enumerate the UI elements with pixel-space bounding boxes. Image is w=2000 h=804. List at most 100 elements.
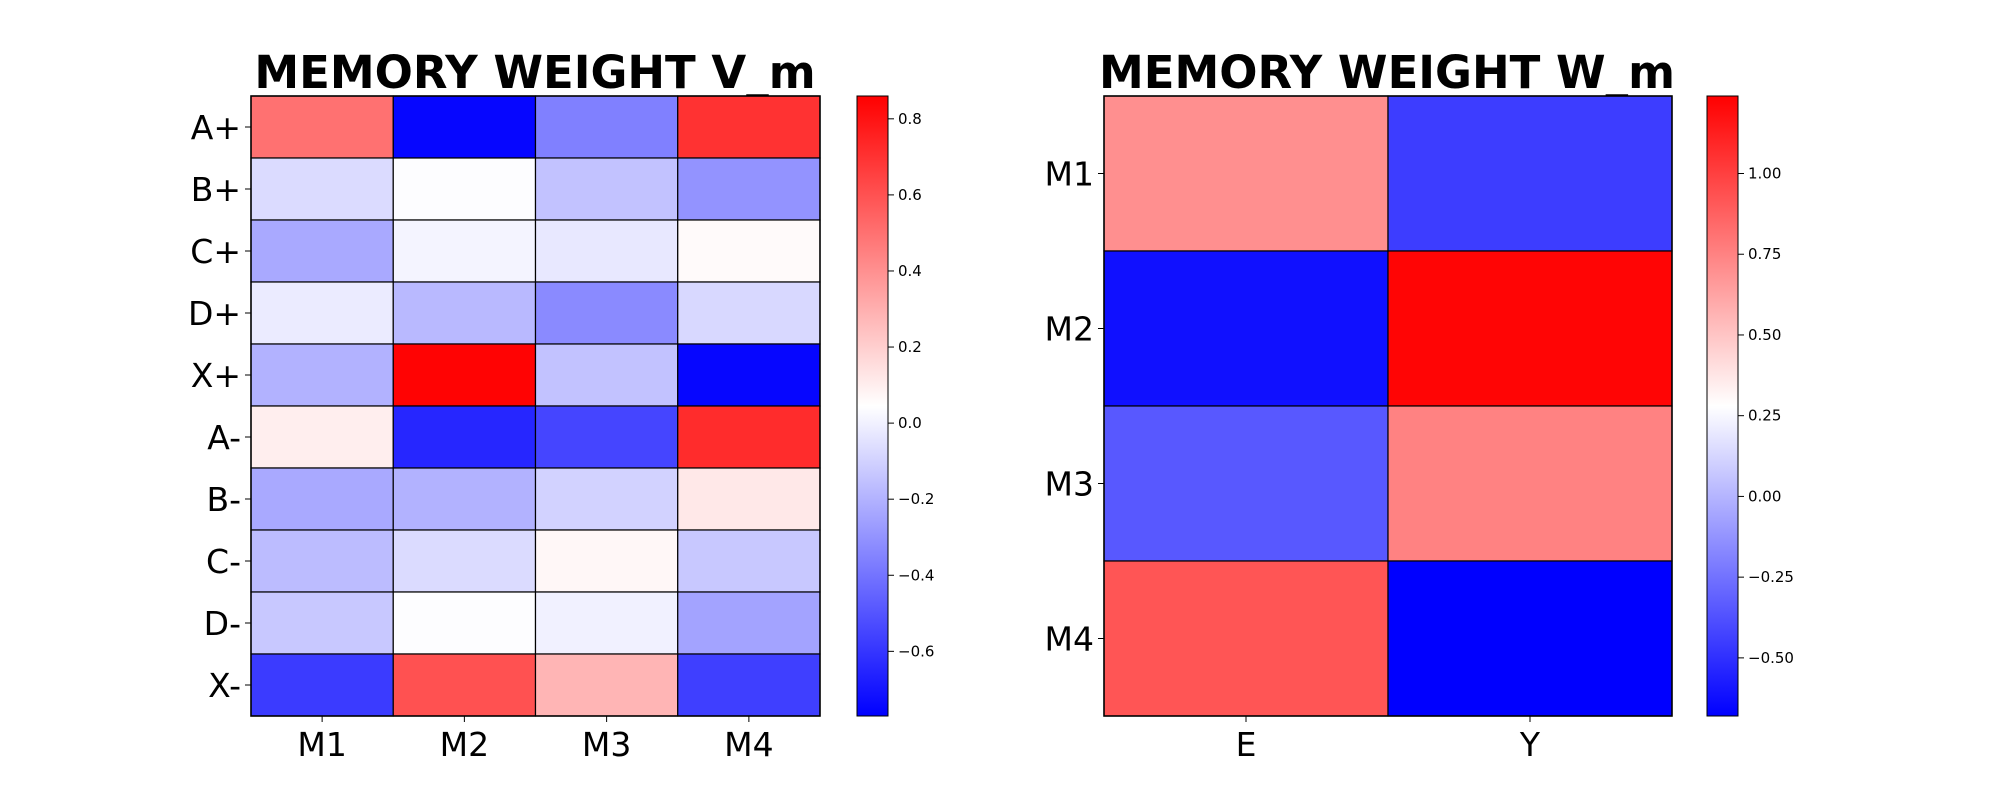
- v-m-cell: [392, 219, 537, 283]
- w-m-colorbar-tick-label: 0.00: [1748, 487, 1781, 505]
- w-m-colorbar-tick-label: 0.25: [1748, 407, 1781, 425]
- heatmap-w-m-title: MEMORY WEIGHT W_m: [1099, 46, 1675, 99]
- v-m-cell: [392, 467, 537, 531]
- v-m-cell: [677, 467, 821, 531]
- v-m-cell: [250, 467, 394, 531]
- v-m-colorbar-tick-label: 0.4: [898, 262, 922, 280]
- heatmap-w-m-y-labels: M1 M2 M3 M4: [1045, 155, 1104, 659]
- v-m-cell: [250, 95, 394, 159]
- v-m-cell: [534, 653, 679, 717]
- v-m-cell: [534, 529, 679, 593]
- v-m-cell: [534, 591, 679, 655]
- v-m-cell: [677, 95, 821, 159]
- v-m-colorbar-tick-label: −0.4: [898, 566, 934, 584]
- v-m-x-tick-label: M1: [297, 725, 346, 764]
- v-m-cell: [534, 281, 679, 345]
- w-m-y-tick-label: M2: [1045, 310, 1094, 349]
- v-m-colorbar-tick-label: 0.0: [898, 414, 922, 432]
- v-m-cell: [250, 653, 394, 717]
- v-m-cell: [677, 653, 821, 717]
- v-m-cell: [250, 529, 394, 593]
- w-m-cell: [1387, 560, 1673, 717]
- v-m-cell: [392, 591, 537, 655]
- heatmap-w-m-frame: [1103, 95, 1673, 717]
- w-m-colorbar-scale: [1706, 95, 1739, 717]
- v-m-cell: [392, 95, 537, 159]
- v-m-cell: [250, 405, 394, 469]
- w-m-cell: [1103, 560, 1389, 717]
- v-m-y-tick-label: C+: [190, 232, 241, 271]
- v-m-cell: [250, 343, 394, 407]
- heatmap-v-m-y-labels: A+ B+ C+ D+ X+ A- B- C- D- X-: [188, 108, 251, 705]
- v-m-cell: [677, 343, 821, 407]
- v-m-y-tick-label: X-: [208, 666, 241, 705]
- heatmap-v-m: MEMORY WEIGHT V_m M1 M2 M3 M4 A+ B+ C+ D+ X+ A- B…: [188, 46, 935, 764]
- v-m-cell: [392, 157, 537, 221]
- v-m-cell: [534, 219, 679, 283]
- w-m-x-tick-label: Y: [1519, 725, 1541, 764]
- w-m-colorbar-tick-label: 0.50: [1748, 326, 1781, 344]
- v-m-y-tick-label: C-: [206, 542, 241, 581]
- v-m-x-tick-label: M4: [724, 725, 773, 764]
- w-m-colorbar-tick-label: 1.00: [1748, 165, 1781, 183]
- heatmap-v-m-title: MEMORY WEIGHT V_m: [254, 46, 815, 99]
- v-m-cell: [250, 591, 394, 655]
- v-m-colorbar-tick-label: 0.2: [898, 338, 922, 356]
- colorbar-w-m: 1.00 0.75 0.50 0.25 0.00 −0.25 −0.50: [1706, 95, 1794, 717]
- w-m-cell: [1387, 95, 1673, 252]
- v-m-y-tick-label: A-: [207, 418, 241, 457]
- heatmap-v-m-cells: [250, 95, 821, 717]
- v-m-cell: [677, 529, 821, 593]
- w-m-y-tick-label: M3: [1045, 465, 1094, 504]
- v-m-cell: [392, 653, 537, 717]
- v-m-colorbar-scale: [856, 95, 889, 717]
- w-m-colorbar-tick-label: 0.75: [1748, 245, 1781, 263]
- v-m-cell: [677, 405, 821, 469]
- v-m-cell: [392, 343, 537, 407]
- heatmap-v-m-x-labels: M1 M2 M3 M4: [297, 716, 774, 764]
- w-m-y-tick-label: M1: [1045, 155, 1094, 194]
- heatmap-w-m-cells: [1103, 95, 1673, 717]
- w-m-colorbar-tick-label: −0.50: [1748, 649, 1794, 667]
- v-m-cell: [677, 157, 821, 221]
- v-m-x-tick-label: M2: [440, 725, 489, 764]
- v-m-colorbar-tick-label: 0.8: [898, 110, 922, 128]
- v-m-cell: [250, 157, 394, 221]
- v-m-y-tick-label: X+: [191, 356, 241, 395]
- w-m-cell: [1387, 250, 1673, 407]
- v-m-cell: [534, 343, 679, 407]
- w-m-cell: [1103, 250, 1389, 407]
- v-m-cell: [534, 405, 679, 469]
- heatmap-v-m-frame: [250, 95, 821, 717]
- v-m-cell: [392, 281, 537, 345]
- v-m-cell: [250, 219, 394, 283]
- v-m-cell: [392, 405, 537, 469]
- v-m-cell: [677, 591, 821, 655]
- v-m-y-tick-label: B-: [206, 480, 241, 519]
- v-m-y-tick-label: D+: [188, 294, 241, 333]
- v-m-cell: [250, 281, 394, 345]
- v-m-colorbar-tick-label: 0.6: [898, 186, 922, 204]
- v-m-x-tick-label: M3: [582, 725, 631, 764]
- v-m-y-tick-label: D-: [204, 604, 241, 643]
- w-m-x-tick-label: E: [1236, 725, 1257, 764]
- v-m-y-tick-label: B+: [191, 170, 241, 209]
- v-m-colorbar-tick-label: −0.6: [898, 642, 934, 660]
- w-m-cell: [1103, 95, 1389, 252]
- v-m-cell: [534, 95, 679, 159]
- v-m-cell: [677, 281, 821, 345]
- w-m-colorbar-tick-label: −0.25: [1748, 568, 1794, 586]
- v-m-colorbar-tick-label: −0.2: [898, 490, 934, 508]
- v-m-y-tick-label: A+: [191, 108, 241, 147]
- v-m-cell: [534, 157, 679, 221]
- w-m-y-tick-label: M4: [1045, 620, 1094, 659]
- w-m-cell: [1387, 405, 1673, 562]
- v-m-cell: [677, 219, 821, 283]
- w-m-cell: [1103, 405, 1389, 562]
- colorbar-v-m: 0.8 0.6 0.4 0.2 0.0 −0.2 −0.4 −0.6: [856, 95, 934, 717]
- v-m-cell: [534, 467, 679, 531]
